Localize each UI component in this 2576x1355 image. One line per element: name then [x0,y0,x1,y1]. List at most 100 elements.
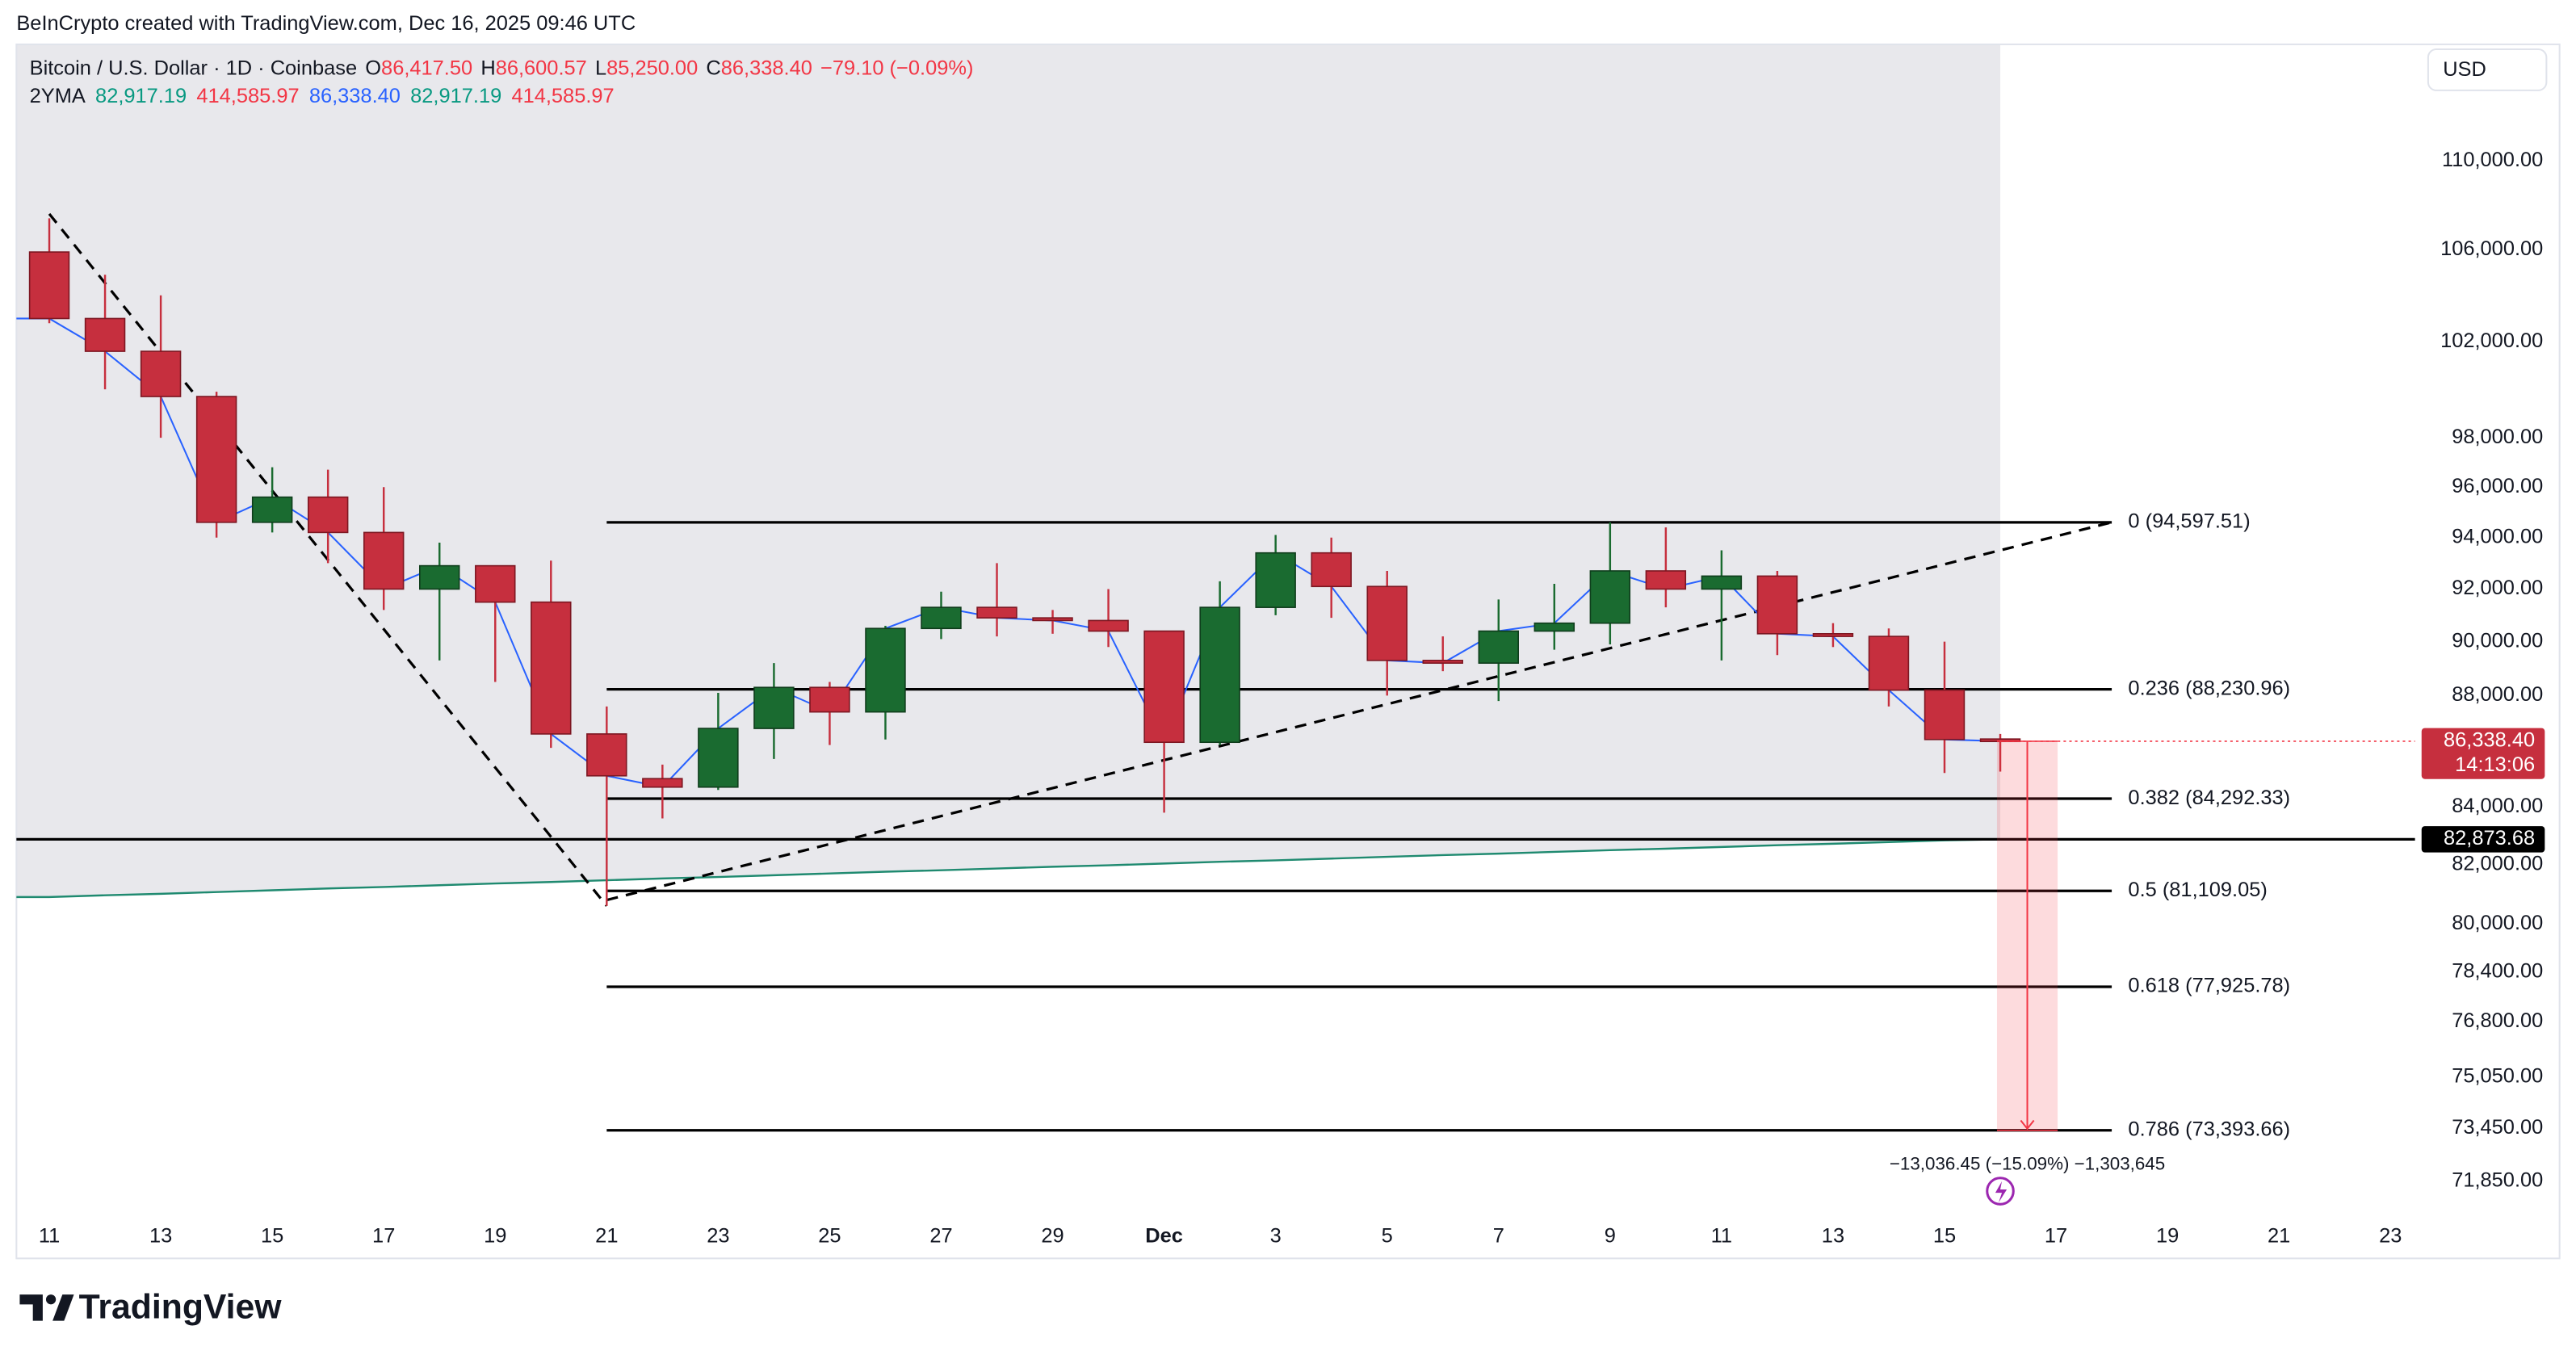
candle-body [976,606,1017,619]
x-tick-label: Dec [1145,1225,1183,1248]
hline-price-box [2421,826,2545,853]
legend-key: O [365,57,381,79]
x-tick-label: 5 [1382,1225,1393,1248]
legend-value: 86,600.57 [496,57,587,79]
candle-body [140,350,182,397]
chart-frame [15,43,2561,1260]
x-tick-label: 3 [1270,1225,1282,1248]
trendline [606,521,2112,902]
indicator-value: 82,917.19 [95,85,187,107]
y-tick-label: 106,000.00 [2440,237,2543,260]
x-tick-label: 15 [1933,1225,1956,1248]
fib-label: 0 (94,597.51) [2128,510,2250,533]
legend-value: 86,338.40 [721,57,812,79]
x-tick-label: 19 [2156,1225,2179,1248]
candle-body [1812,632,1854,637]
credit: BeInCrypto created with TradingView.com,… [16,12,636,35]
candle-body [1088,619,1129,632]
candle-body [809,686,850,713]
candle-body [698,728,739,788]
candle-body [195,396,237,523]
fib-label: 0.236 (88,230.96) [2128,677,2290,699]
y-tick-label: 102,000.00 [2440,329,2543,352]
y-tick-label: 76,800.00 [2452,1009,2543,1032]
candle-body [753,686,795,729]
currency[interactable]: USD [2443,58,2486,81]
fib-label: 0.786 (73,393.66) [2128,1118,2290,1140]
x-tick-label: 17 [2045,1225,2067,1248]
y-tick-label: 71,850.00 [2452,1169,2543,1192]
y-tick-label: 84,000.00 [2452,795,2543,817]
candle-body [1533,622,1575,632]
x-tick-label: 7 [1493,1225,1504,1248]
x-tick-label: 21 [2268,1225,2290,1248]
candle-body [1924,689,1966,740]
candle-body [1701,575,1743,590]
y-tick-label: 75,050.00 [2452,1064,2543,1087]
y-tick-label: 78,400.00 [2452,960,2543,983]
plot-background [16,44,2001,897]
candle-body [642,778,683,788]
indicator-value: 82,917.19 [410,85,501,107]
candle-body [1478,630,1520,664]
legend-symbol: Bitcoin / U.S. Dollar · 1D · Coinbase [30,57,357,79]
alert-icon-bolt [1995,1181,2008,1203]
candle-body [1255,552,1296,608]
candle-body [1589,570,1631,624]
x-tick-label: 21 [595,1225,618,1248]
legend-key: H [480,57,495,79]
legend-value: 85,250.00 [606,57,698,79]
brand-logo [19,1294,74,1321]
candle-body [531,601,572,735]
last-price-box [2421,728,2545,779]
candle-body [1032,617,1073,622]
x-tick-label: 13 [149,1225,172,1248]
currency-button[interactable] [2427,48,2548,91]
y-tick-label: 96,000.00 [2452,475,2543,497]
shaded-zone [16,44,2001,897]
candle-body [1366,585,1408,661]
candle-body [363,531,405,590]
x-tick-label: 17 [372,1225,395,1248]
candle-body [1422,660,1463,664]
y-tick-label: 94,000.00 [2452,525,2543,547]
indicator-value: 414,585.97 [511,85,614,107]
y-tick-label: 92,000.00 [2452,577,2543,599]
y-tick-label: 73,450.00 [2452,1116,2543,1139]
legend-key: C [706,57,720,79]
measure-arrowhead [2020,1119,2035,1131]
hline-price-label: 82,873.68 [2444,827,2535,849]
y-tick-label: 88,000.00 [2452,683,2543,706]
x-tick-label: 23 [707,1225,729,1248]
y-tick-label: 98,000.00 [2452,426,2543,448]
fib-label: 0.5 (81,109.05) [2128,879,2267,901]
fib-label: 0.618 (77,925.78) [2128,975,2290,997]
indicator-name: 2YMA [30,85,86,107]
legend-change: −79.10 (−0.09%) [820,57,973,79]
candle-body [307,496,349,534]
candle-body [1645,570,1687,590]
countdown: 14:13:06 [2455,753,2535,776]
candle-body [921,606,962,630]
candle-body [251,496,293,523]
legend: Bitcoin / U.S. Dollar · 1D · Coinbase O 86… [30,57,974,79]
x-tick-label: 15 [261,1225,283,1248]
fib-label: 0.382 (84,292.33) [2128,787,2290,809]
x-tick-label: 9 [1605,1225,1616,1248]
indicator-legend: 2YMA 82,917.19 414,585.97 86,338.40 82,917.1… [30,85,615,107]
last-price-label: 86,338.40 [2444,729,2535,752]
candle-body [28,251,70,320]
x-tick-label: 13 [1822,1225,1844,1248]
candle-body [475,564,516,603]
candle-body [865,627,906,713]
x-tick-label: 23 [2379,1225,2402,1248]
candle-body [1199,606,1240,744]
x-tick-label: 29 [1041,1225,1064,1248]
x-tick-label: 11 [1711,1225,1732,1248]
measure-label: −13,036.45 (−15.09%) −1,303,645 [1890,1153,2165,1173]
indicator-value: 86,338.40 [309,85,401,107]
candle-body [1756,575,1798,635]
y-tick-label: 80,000.00 [2452,912,2543,934]
